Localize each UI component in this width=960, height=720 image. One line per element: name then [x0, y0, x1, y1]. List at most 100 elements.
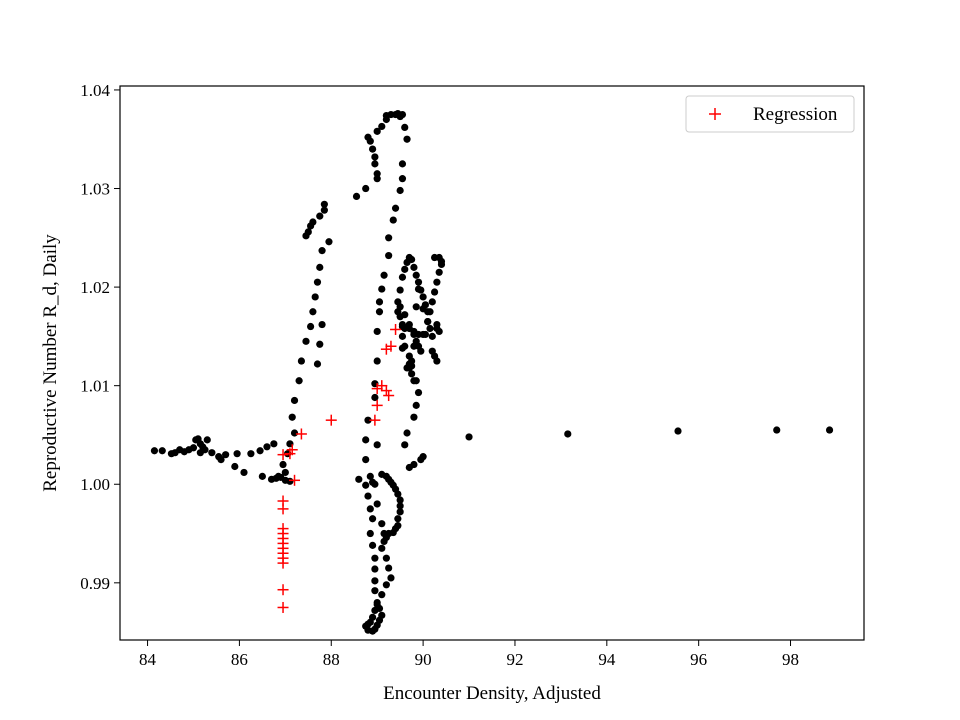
regression-point: [277, 557, 289, 569]
data-point: [382, 581, 390, 589]
data-point: [373, 357, 381, 365]
regression-point: [277, 503, 289, 515]
data-point: [410, 342, 418, 350]
data-point: [403, 135, 411, 143]
data-point: [286, 477, 294, 485]
regression-point: [277, 449, 289, 461]
data-point: [373, 598, 381, 607]
data-point: [371, 577, 379, 585]
data-point: [364, 133, 372, 141]
data-point: [373, 500, 381, 508]
data-point: [373, 175, 381, 183]
data-point: [158, 447, 166, 455]
data-point: [352, 192, 361, 201]
data-point: [391, 204, 400, 212]
x-tick-label: 96: [690, 650, 707, 669]
data-point: [297, 357, 306, 365]
data-point: [410, 263, 418, 271]
data-point: [564, 430, 572, 438]
data-point: [378, 544, 386, 552]
data-point: [368, 541, 377, 549]
data-point: [385, 251, 393, 260]
legend-label-regression: Regression: [753, 104, 838, 125]
data-point: [385, 564, 393, 572]
data-point: [412, 303, 420, 311]
data-point: [196, 449, 204, 457]
plot-frame: [119, 85, 865, 641]
legend-box: [685, 95, 855, 133]
data-point: [233, 450, 241, 458]
data-point: [378, 285, 386, 293]
data-point: [364, 416, 372, 424]
y-axis-label: Reproductive Number R_d, Daily: [40, 234, 61, 492]
data-point: [295, 377, 303, 385]
regression-point: [286, 444, 298, 456]
data-point: [290, 429, 299, 437]
data-point: [424, 317, 432, 326]
x-tick-label: 92: [506, 650, 523, 669]
data-point: [375, 308, 384, 316]
data-point: [380, 529, 388, 538]
y-tick-label: 1.04: [80, 81, 110, 100]
data-point: [368, 515, 377, 523]
data-point: [373, 327, 381, 336]
data-point: [371, 153, 379, 161]
data-point: [371, 160, 379, 168]
data-point: [371, 565, 379, 573]
data-point: [325, 238, 333, 246]
axis-ticks: 84 86 88 90 92 94 96 98 0.99 1.00 1.01 1.02 1.03 1.04: [80, 81, 799, 669]
legend: Regression: [685, 95, 855, 133]
y-tick-label: 1.00: [80, 475, 110, 494]
data-point: [316, 263, 324, 271]
y-tick-label: 0.99: [80, 574, 110, 593]
data-point: [306, 322, 315, 331]
data-point: [318, 320, 326, 329]
data-point: [437, 260, 446, 269]
data-point: [373, 170, 381, 178]
data-point: [371, 587, 379, 595]
data-point: [396, 502, 404, 510]
data-point: [414, 278, 423, 286]
data-point: [401, 441, 409, 449]
data-point: [366, 472, 374, 480]
y-tick-label: 1.03: [80, 180, 110, 199]
data-point: [403, 429, 411, 437]
data-point: [366, 529, 374, 538]
regression-point: [369, 414, 381, 426]
data-point: [433, 320, 441, 329]
data-point: [378, 122, 386, 131]
data-point: [825, 426, 834, 434]
data-point: [401, 123, 409, 132]
data-point: [398, 175, 407, 183]
regression-point: [325, 414, 337, 426]
x-tick-label: 94: [598, 650, 616, 669]
data-point: [371, 393, 379, 402]
data-point: [405, 364, 413, 372]
data-point: [318, 247, 326, 255]
data-point: [419, 293, 427, 301]
data-point: [375, 604, 384, 613]
y-tick-label: 1.01: [80, 377, 110, 396]
data-point: [385, 234, 393, 242]
data-point: [378, 591, 386, 599]
data-point: [150, 447, 159, 455]
data-point: [258, 472, 266, 480]
data-point: [401, 311, 409, 319]
data-point: [419, 453, 427, 461]
data-point: [362, 436, 370, 444]
data-point: [290, 396, 299, 405]
regression-point: [390, 323, 402, 335]
data-point: [311, 293, 319, 301]
data-point: [396, 286, 404, 294]
data-point: [371, 480, 379, 488]
data-point: [428, 298, 436, 306]
data-point: [222, 451, 230, 459]
data-point: [316, 340, 324, 348]
data-point: [368, 145, 377, 153]
x-axis-label: Encounter Density, Adjusted: [383, 683, 601, 704]
data-point: [394, 490, 402, 498]
data-point: [674, 427, 682, 435]
data-point: [270, 440, 278, 448]
data-point: [398, 332, 407, 340]
data-point: [419, 305, 427, 313]
